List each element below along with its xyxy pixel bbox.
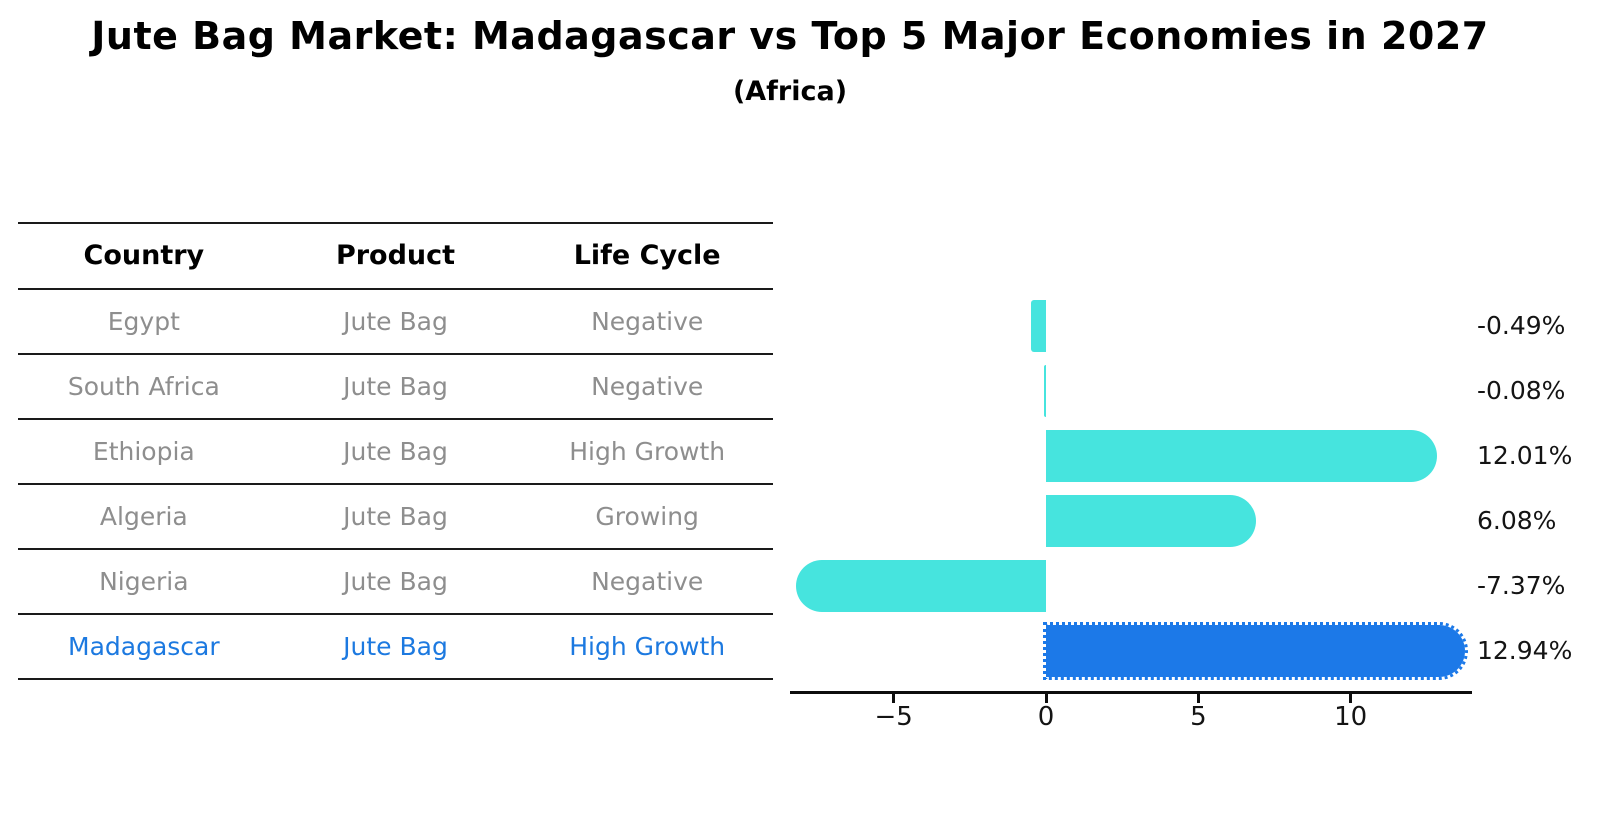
table-header-life-cycle: Life Cycle: [573, 240, 721, 271]
cell-life-cycle: Negative: [591, 307, 704, 336]
cell-product: Jute Bag: [343, 632, 448, 661]
table-row-south-africa: South Africa Jute Bag Negative: [18, 353, 773, 418]
cell-product: Jute Bag: [343, 437, 448, 466]
cell-country: Nigeria: [99, 567, 189, 596]
cell-life-cycle: Negative: [591, 372, 704, 401]
bar-madagascar: [1042, 622, 1469, 680]
x-tick-mark-5: [1196, 694, 1200, 703]
cell-life-cycle: Growing: [595, 502, 699, 531]
x-axis-line: [790, 691, 1472, 694]
x-tick-label--5: −5: [874, 702, 913, 732]
value-label-egypt: -0.49%: [1477, 311, 1566, 340]
cell-country: Algeria: [99, 502, 188, 531]
table-row-egypt: Egypt Jute Bag Negative: [18, 288, 773, 353]
bar-algeria: [1046, 495, 1257, 547]
bar-ethiopia: [1046, 430, 1437, 482]
table-row-algeria: Algeria Jute Bag Growing: [18, 483, 773, 548]
cell-product: Jute Bag: [343, 372, 448, 401]
table-row-nigeria: Nigeria Jute Bag Negative: [18, 548, 773, 613]
value-label-south-africa: -0.08%: [1477, 376, 1566, 405]
bar-south-africa: [1043, 365, 1046, 417]
bar-nigeria: [796, 560, 1046, 612]
x-tick-mark--5: [892, 694, 896, 703]
cell-country: South Africa: [67, 372, 220, 401]
cell-country: Egypt: [107, 307, 180, 336]
x-tick-label-0: 0: [1037, 702, 1055, 732]
bar-egypt: [1031, 300, 1046, 352]
table-header-product: Product: [335, 240, 456, 271]
table-header-country: Country: [83, 240, 205, 271]
cell-country: Madagascar: [68, 632, 220, 661]
cell-product: Jute Bag: [343, 502, 448, 531]
x-tick-mark-0: [1044, 694, 1048, 703]
country-table: Country Product Life Cycle Egypt Jute Bag Neg…: [18, 222, 773, 680]
value-label-madagascar: 12.94%: [1477, 636, 1573, 665]
cell-country: Ethiopia: [92, 437, 195, 466]
table-row-madagascar: Madagascar Jute Bag High Growth: [18, 613, 773, 680]
value-label-ethiopia: 12.01%: [1477, 441, 1573, 470]
cell-product: Jute Bag: [343, 567, 448, 596]
cell-life-cycle: High Growth: [569, 437, 726, 466]
table-row-ethiopia: Ethiopia Jute Bag High Growth: [18, 418, 773, 483]
chart-title: Jute Bag Market: Madagascar vs Top 5 Maj…: [91, 14, 1489, 58]
cell-life-cycle: Negative: [591, 567, 704, 596]
x-tick-label-5: 5: [1190, 702, 1207, 732]
value-label-algeria: 6.08%: [1477, 506, 1557, 535]
cell-product: Jute Bag: [343, 307, 448, 336]
table-header-row: Country Product Life Cycle: [18, 222, 773, 288]
value-label-nigeria: -7.37%: [1477, 571, 1566, 600]
chart-subtitle: (Africa): [732, 76, 848, 107]
x-tick-label-10: 10: [1334, 702, 1368, 732]
x-tick-mark-10: [1349, 694, 1353, 703]
cell-life-cycle: High Growth: [569, 632, 726, 661]
